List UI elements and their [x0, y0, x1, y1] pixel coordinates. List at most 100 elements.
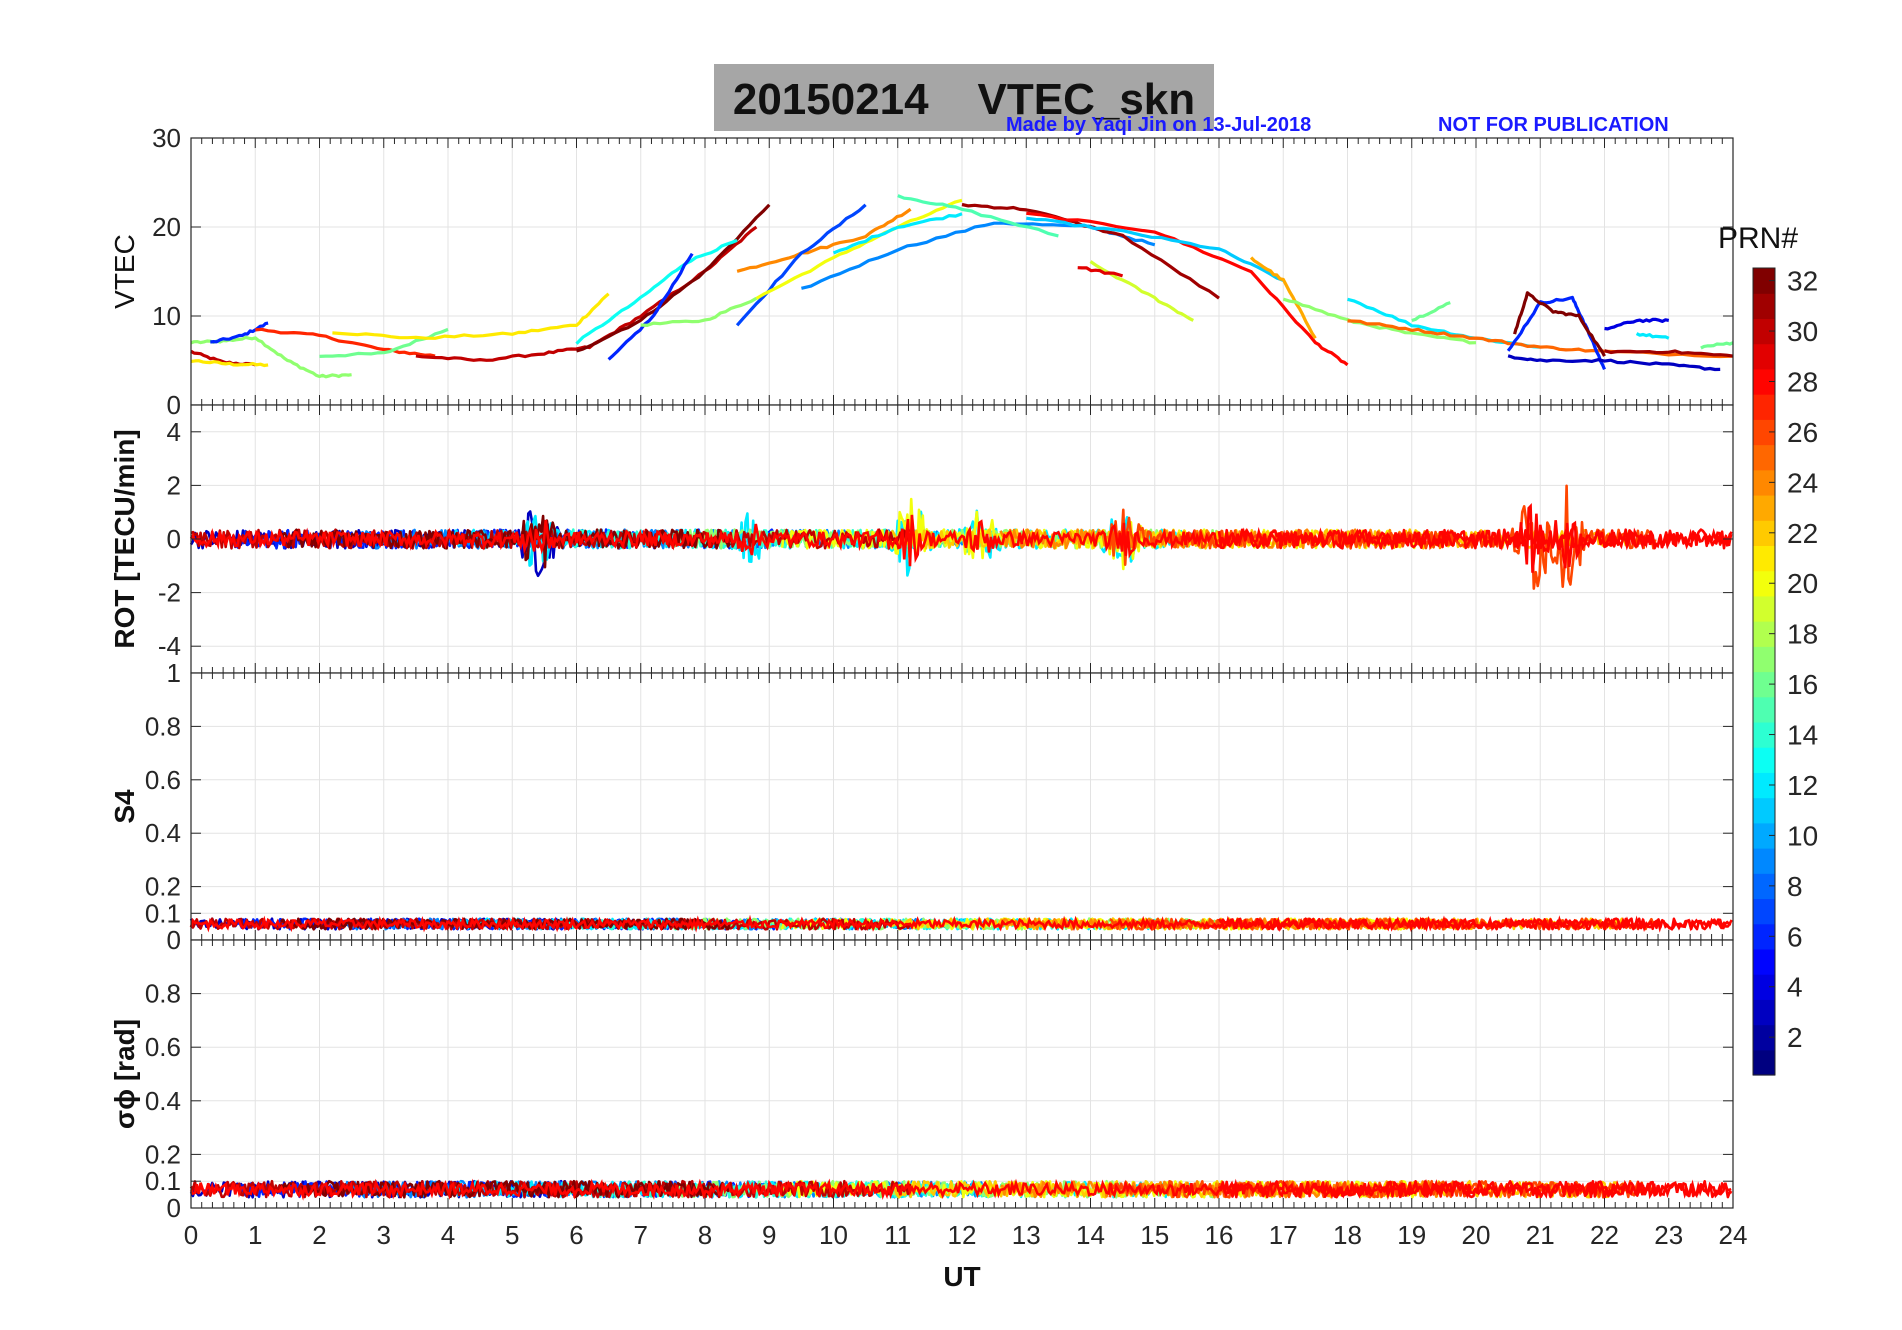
x-tick-label: 12: [948, 1220, 977, 1250]
colorbar-segment: [1753, 570, 1775, 597]
colorbar-tick-label: 12: [1787, 770, 1818, 801]
y-axis-label: ROT [TECU/min]: [109, 429, 140, 648]
x-axis-label: UT: [943, 1261, 980, 1292]
colorbar-segment: [1753, 974, 1775, 1000]
series-line-prn-28: [189, 502, 1733, 573]
colorbar-segment: [1753, 318, 1775, 345]
x-tick-label: 17: [1269, 1220, 1298, 1250]
colorbar-tick-label: 30: [1787, 316, 1818, 347]
colorbar-segment: [1753, 848, 1775, 874]
series-line-prn-23: [1249, 256, 1317, 340]
panel-sigma: 00.10.20.40.60.8σϕ [rad]0 1 2 3 4 5 6 7 8 9 10 11 12…: [109, 939, 1748, 1292]
y-tick-label: 0.1: [145, 898, 181, 928]
series-line-prn-16: [1700, 341, 1734, 350]
colorbar-segment: [1753, 671, 1775, 698]
colorbar-segment: [1753, 696, 1775, 723]
colorbar-title: PRN#: [1718, 222, 1798, 255]
series-line-prn-21: [332, 292, 610, 340]
y-tick-label: 20: [152, 212, 181, 242]
colorbar-tick-label: 20: [1787, 568, 1818, 599]
series-line-prn-12: [1635, 332, 1670, 340]
y-tick-label: 4: [167, 417, 181, 447]
series-line-prn-6: [607, 252, 694, 361]
series-line-prn-28: [1026, 211, 1349, 367]
x-tick-label: 24: [1719, 1220, 1748, 1250]
colorbar-segment: [1753, 343, 1775, 370]
y-tick-label: 0.1: [145, 1166, 181, 1196]
colorbar-segment: [1753, 747, 1775, 773]
x-tick-label: 0: [184, 1220, 198, 1250]
y-tick-label: 0.8: [145, 979, 181, 1009]
x-tick-label: 2: [312, 1220, 326, 1250]
x-tick-label: 3: [377, 1220, 391, 1250]
series-line-prn-19: [1089, 260, 1195, 322]
x-tick-label: 11: [884, 1220, 911, 1250]
y-tick-label: 0: [167, 1193, 181, 1223]
colorbar-tick-label: 32: [1787, 266, 1818, 297]
series-line-prn-17: [640, 296, 758, 327]
panel-vtec: 0 10 20 30 VTEC: [109, 123, 1734, 420]
series-line-prn-28: [189, 1178, 1732, 1201]
colorbar-segment: [1753, 368, 1775, 395]
y-tick-label: 0: [167, 524, 181, 554]
colorbar-segment: [1753, 721, 1775, 748]
x-tick-label: 16: [1205, 1220, 1234, 1250]
colorbar-tick-label: 6: [1787, 921, 1803, 952]
x-tick-label: 14: [1076, 1220, 1105, 1250]
x-tick-label: 4: [441, 1220, 455, 1250]
series-line-prn-13: [575, 238, 738, 345]
series-line-prn-31: [1604, 349, 1734, 358]
y-tick-label: 1: [167, 658, 181, 688]
colorbar-frame: [1752, 267, 1776, 1076]
colorbar-tick-label: 2: [1787, 1022, 1803, 1053]
y-tick-label: 0.4: [145, 818, 181, 848]
y-tick-label: 10: [152, 301, 181, 331]
x-tick-label: 18: [1333, 1220, 1362, 1250]
colorbar-segment: [1753, 293, 1775, 320]
panel-s4: 00.10.2 0.4 0.6 0.8 1 S4: [109, 658, 1734, 955]
y-tick-label: 0.2: [145, 872, 181, 902]
colorbar-tick-label: 8: [1787, 871, 1803, 902]
colorbar-tick-label: 16: [1787, 669, 1818, 700]
x-tick-label: 13: [1012, 1220, 1041, 1250]
y-tick-label: 30: [152, 123, 181, 153]
series-line-prn-32: [576, 203, 771, 353]
colorbar-segment: [1753, 494, 1775, 521]
chart-title: 20150214 VTEC_skn: [732, 75, 1196, 124]
series-line-prn-21: [190, 359, 269, 368]
x-tick-label: 7: [634, 1220, 648, 1250]
x-tick-label: 10: [819, 1220, 848, 1250]
y-axis-label: VTEC: [109, 234, 140, 309]
y-tick-label: -4: [158, 631, 181, 661]
x-tick-label: 9: [762, 1220, 776, 1250]
y-tick-label: -2: [158, 578, 181, 608]
credit-text: Made by Yaqi Jin on 13-Jul-2018: [1006, 114, 1312, 136]
colorbar-tick-label: 18: [1787, 619, 1818, 650]
x-tick-label: 20: [1462, 1220, 1491, 1250]
colorbar-tick-label: 14: [1787, 720, 1818, 751]
title-background: [714, 64, 1214, 131]
colorbar-segment: [1753, 545, 1775, 572]
x-tick-label: 15: [1140, 1220, 1169, 1250]
colorbar-segment: [1753, 772, 1775, 799]
colorbar-segment: [1753, 646, 1775, 673]
x-tick-label: 19: [1397, 1220, 1426, 1250]
series-line-prn-17: [1282, 297, 1477, 345]
y-axis-label: S4: [109, 789, 140, 824]
panel-rot: -4 -2 0 2 4 ROT [TECU/min]: [109, 404, 1734, 674]
x-tick-label: 21: [1526, 1220, 1555, 1250]
series-line-prn-15: [897, 194, 1059, 238]
colorbar-segment: [1753, 1024, 1775, 1051]
series-line-prn-31: [961, 202, 1220, 300]
colorbar-segment: [1753, 595, 1775, 622]
notice-text: NOT FOR PUBLICATION: [1438, 114, 1669, 136]
y-tick-label: 0.2: [145, 1139, 181, 1169]
y-tick-label: 0: [167, 925, 181, 955]
colorbar-tick-label: 24: [1787, 467, 1818, 498]
series-line-prn-29: [1077, 266, 1124, 278]
x-tick-label: 23: [1654, 1220, 1683, 1250]
colorbar-segment: [1753, 923, 1775, 950]
colorbar-segment: [1753, 822, 1775, 849]
